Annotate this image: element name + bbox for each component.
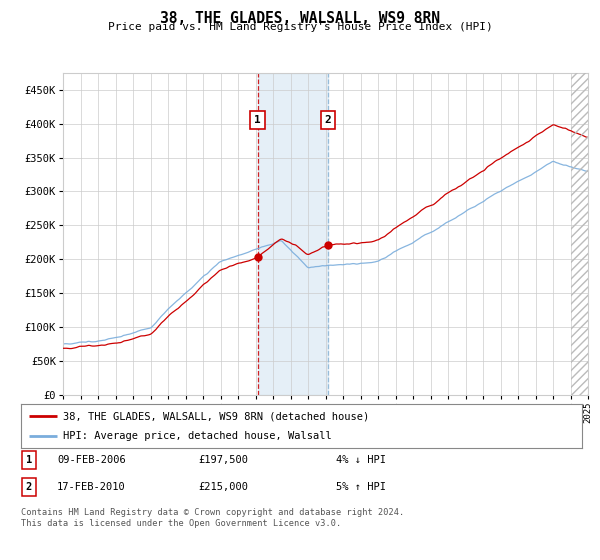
Text: 38, THE GLADES, WALSALL, WS9 8RN: 38, THE GLADES, WALSALL, WS9 8RN [160, 11, 440, 26]
Bar [257, 73, 328, 395]
Text: 4% ↓ HPI: 4% ↓ HPI [336, 455, 386, 465]
Text: 2: 2 [26, 482, 32, 492]
Text: £197,500: £197,500 [198, 455, 248, 465]
Text: 2: 2 [325, 115, 331, 125]
Text: 09-FEB-2006: 09-FEB-2006 [57, 455, 126, 465]
Text: 38, THE GLADES, WALSALL, WS9 8RN (detached house): 38, THE GLADES, WALSALL, WS9 8RN (detach… [63, 411, 370, 421]
Text: 1: 1 [26, 455, 32, 465]
Text: Contains HM Land Registry data © Crown copyright and database right 2024.
This d: Contains HM Land Registry data © Crown c… [21, 508, 404, 528]
Text: Price paid vs. HM Land Registry's House Price Index (HPI): Price paid vs. HM Land Registry's House … [107, 22, 493, 32]
Text: HPI: Average price, detached house, Walsall: HPI: Average price, detached house, Wals… [63, 431, 332, 441]
Bar [571, 73, 588, 395]
Text: 1: 1 [254, 115, 261, 125]
Text: £215,000: £215,000 [198, 482, 248, 492]
Text: 17-FEB-2010: 17-FEB-2010 [57, 482, 126, 492]
Text: 5% ↑ HPI: 5% ↑ HPI [336, 482, 386, 492]
